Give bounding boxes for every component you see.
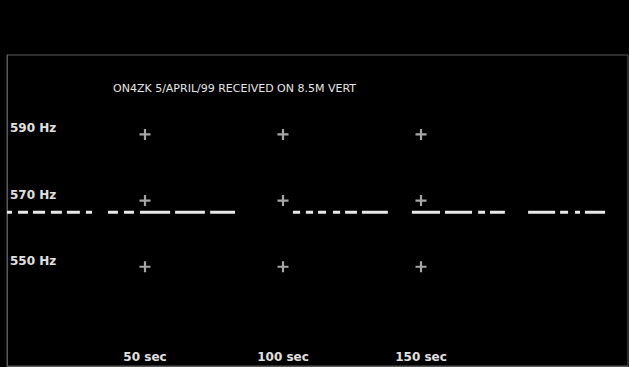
svg-text:590 Hz: 590 Hz xyxy=(10,121,56,135)
svg-text:50 sec: 50 sec xyxy=(123,350,166,364)
svg-text:550 Hz: 550 Hz xyxy=(10,254,56,268)
svg-text:ON4ZK 5/APRIL/99 RECEIVED ON 8: ON4ZK 5/APRIL/99 RECEIVED ON 8.5M VERT xyxy=(113,82,356,95)
svg-text:150 sec: 150 sec xyxy=(395,350,447,364)
svg-text:100 sec: 100 sec xyxy=(257,350,309,364)
svg-text:570 Hz: 570 Hz xyxy=(10,188,56,202)
